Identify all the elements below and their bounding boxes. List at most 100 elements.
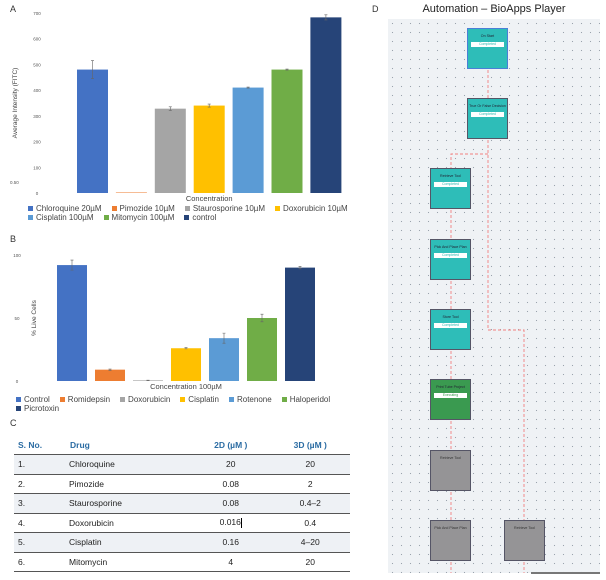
table-cell: Chloroquine — [69, 454, 191, 475]
text-cursor — [240, 518, 242, 529]
cell-text: 4–20 — [300, 537, 320, 548]
workflow-node[interactable]: Retrieve Tool Completed — [430, 168, 471, 209]
error-bar — [184, 347, 188, 350]
bar — [247, 318, 277, 381]
cell-text: 2 — [307, 478, 313, 489]
y-tick-label: 300 — [33, 114, 41, 119]
table-cell: 0.16 — [191, 532, 271, 553]
error-bar — [91, 60, 94, 79]
legend-swatch — [59, 397, 65, 403]
panel-label-a: A — [10, 4, 17, 14]
bar — [77, 69, 108, 193]
table-row: 6. Mitomycin 4 20 — [14, 552, 350, 572]
cell-text: 5. — [18, 537, 26, 548]
table-cell: 0.08 — [191, 474, 271, 494]
legend-swatch — [111, 206, 117, 212]
workflow-node[interactable]: On Start Completed — [467, 28, 508, 69]
legend-swatch — [28, 215, 33, 221]
table-cell: 6. — [14, 552, 69, 572]
legend-item: Pimozide 10µM — [111, 204, 175, 213]
legend-swatch — [180, 397, 186, 403]
table-cell: 1. — [14, 454, 69, 475]
table-row: 3. Staurosporine 0.08 0.4–2 — [14, 493, 350, 514]
bar — [115, 192, 147, 193]
legend-b: Control Romidepsin Doxorubicin Cisplatin Rot… — [16, 395, 376, 413]
node-status: Completed — [434, 253, 467, 258]
cell-text: Cisplatin — [69, 537, 102, 548]
node-label: Retrieve Tool — [514, 526, 535, 530]
legend-item: control — [184, 213, 216, 222]
cell-text: 0.016 — [219, 517, 241, 528]
chart-b: 0 50 100 Concentration 100µM % Live Cells — [13, 253, 315, 391]
workflow-node[interactable]: Store Tool Completed — [430, 309, 471, 350]
connector — [487, 140, 525, 520]
bar — [271, 69, 303, 193]
y-axis-label: % Live Cells — [31, 299, 38, 336]
cell-text: 6. — [18, 556, 26, 567]
cell-text: 0.4 — [304, 517, 317, 528]
node-label: Pick And Place Plan — [434, 526, 467, 530]
workflow-node[interactable]: Pick And Place Plan Completed — [430, 239, 471, 280]
cell-text: 20 — [305, 556, 315, 567]
header-sno: S. No. — [14, 435, 69, 455]
error-bar — [260, 313, 264, 323]
legend-item: Staurosporine 10µM — [184, 204, 265, 213]
bar — [193, 105, 225, 193]
chart-a: 0 100 200 300 400 500 600 700 Concentration Avera… — [10, 11, 342, 203]
workflow-node[interactable]: Retrieve Tool — [504, 520, 545, 561]
legend-label: Picrotoxin — [24, 404, 60, 413]
y-tick-label: 700 — [33, 11, 41, 16]
workflow-node[interactable]: Print Tube Project Executing — [430, 379, 471, 420]
table-cell: Pimozide — [69, 474, 191, 494]
table-cell: 20 — [191, 454, 271, 475]
node-label: On Start — [480, 34, 495, 38]
x-axis-label: Concentration 100µM — [150, 382, 222, 391]
cell-text: 0.16 — [222, 537, 240, 548]
legend-label: Romidepsin — [67, 395, 111, 404]
error-bar — [222, 332, 226, 344]
legend-item: Haloperidol — [281, 395, 330, 404]
workflow-node[interactable]: Pick And Place Plan — [430, 520, 471, 561]
table-cell: 5. — [14, 532, 69, 553]
legend-swatch — [184, 215, 190, 221]
cell-text: 1. — [18, 459, 26, 470]
node-status: Completed — [471, 42, 504, 47]
legend-item: Doxorubicin 10µM — [275, 204, 348, 213]
error-bar — [146, 379, 150, 381]
legend-item: Cisplatin 100µM — [28, 213, 94, 222]
y-tick-label: 50 — [14, 316, 20, 321]
table-cell: 4. — [14, 513, 69, 533]
table-cell: Cisplatin — [69, 532, 191, 553]
legend-label: Cisplatin — [188, 395, 219, 404]
table-row: 1. Chloroquine 20 20 — [14, 454, 350, 475]
cell-text: Pimozide — [69, 478, 104, 489]
node-status: Completed — [471, 112, 504, 117]
workflow-node[interactable]: True Or False Decision Completed — [467, 98, 508, 139]
workflow-node[interactable]: Retrieve Tool — [430, 450, 471, 491]
node-label: Pick And Place Plan — [434, 245, 467, 249]
legend-label: Pimozide 10µM — [119, 204, 175, 213]
bar — [310, 17, 342, 193]
drug-table: S. No. Drug 2D (µM ) 3D (µM ) 1. Chloroqu… — [14, 435, 350, 572]
scrollbar[interactable] — [531, 572, 600, 574]
header-3d: 3D (µM ) — [270, 435, 350, 455]
legend-label: Cisplatin 100µM — [36, 213, 94, 222]
bar — [232, 87, 264, 193]
legend-swatch — [28, 206, 33, 212]
legend-item: Romidepsin — [59, 395, 111, 404]
legend-swatch — [16, 406, 21, 412]
legend-swatch — [184, 206, 190, 212]
workflow-title: Automation – BioApps Player — [422, 3, 566, 15]
panel-label-d: D — [372, 4, 379, 14]
legend-label: Rotenone — [236, 395, 272, 404]
bar — [154, 108, 186, 193]
table-row: 2. Pimozide 0.08 2 — [14, 474, 350, 494]
table-cell: Mitomycin — [69, 552, 191, 572]
table-cell: Doxorubicin — [69, 513, 191, 533]
table-cell: 3. — [14, 493, 69, 514]
error-bar — [70, 259, 74, 271]
legend-item: Rotenone — [228, 395, 272, 404]
header-drug: Drug — [69, 435, 191, 455]
legend-label: control — [192, 213, 217, 222]
table-cell: 4 — [191, 552, 271, 572]
